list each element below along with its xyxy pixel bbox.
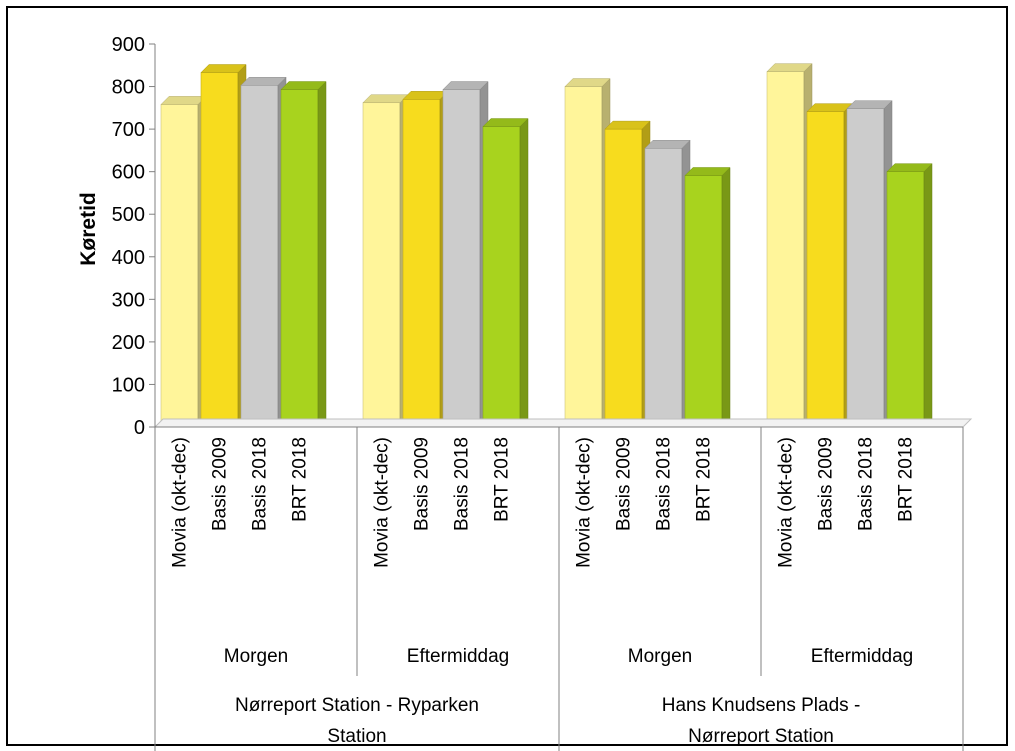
- y-tick-label: 0: [134, 417, 145, 439]
- floor-plane: [153, 418, 973, 428]
- bar-top: [280, 81, 327, 90]
- period-label: Morgen: [628, 646, 692, 667]
- y-tick-label: 800: [112, 77, 145, 99]
- bar-front: [442, 89, 481, 428]
- bar-front: [240, 84, 279, 428]
- category-label: Basis 2018: [452, 437, 473, 531]
- category-label: Movia (okt-dec): [170, 437, 191, 568]
- category-label: Basis 2018: [654, 437, 675, 531]
- bar-front: [766, 71, 805, 428]
- y-tick-label: 200: [112, 332, 145, 354]
- bar: [806, 103, 853, 428]
- y-axis-label: Køretid: [77, 192, 100, 266]
- bars: [160, 63, 933, 428]
- y-tick-label: 400: [112, 247, 145, 269]
- bar: [482, 117, 529, 428]
- bar: [240, 76, 287, 428]
- bar: [362, 94, 409, 428]
- category-label: Movia (okt-dec): [372, 437, 393, 568]
- period-label: Eftermiddag: [407, 646, 509, 667]
- category-label: Basis 2018: [856, 437, 877, 531]
- bar-top: [200, 64, 247, 73]
- bar-side: [317, 80, 327, 428]
- y-tick-label: 900: [112, 34, 145, 56]
- bar-top: [806, 103, 853, 112]
- bar-front: [644, 147, 683, 428]
- bar: [564, 77, 611, 428]
- bar-side: [923, 163, 933, 428]
- category-label: Basis 2009: [614, 437, 635, 531]
- category-label: Movia (okt-dec): [776, 437, 797, 568]
- route-label: Station: [327, 726, 386, 747]
- bar-front: [604, 128, 643, 428]
- y-tick-label: 600: [112, 162, 145, 184]
- bar: [402, 90, 449, 428]
- bar-top: [846, 100, 893, 109]
- bar-top: [160, 96, 207, 105]
- period-label: Eftermiddag: [811, 646, 913, 667]
- bar: [684, 166, 731, 428]
- bar-top: [482, 118, 529, 127]
- bar-front: [362, 102, 401, 428]
- bar-top: [240, 77, 287, 86]
- y-tick-label: 100: [112, 374, 145, 396]
- bar-front: [564, 86, 603, 428]
- bar-top: [362, 94, 409, 103]
- bar: [766, 63, 813, 428]
- bar-front: [846, 108, 885, 428]
- bar-front: [280, 89, 319, 428]
- bar: [886, 163, 933, 428]
- bar-front: [806, 111, 845, 428]
- bar-top: [564, 78, 611, 87]
- category-label: Basis 2018: [250, 437, 271, 531]
- category-label: Basis 2009: [210, 437, 231, 531]
- bar-top: [402, 91, 449, 100]
- bar: [200, 63, 247, 428]
- bar-side: [519, 117, 529, 428]
- bar-front: [160, 104, 199, 428]
- bar-front: [886, 171, 925, 428]
- bar-top: [604, 120, 651, 130]
- category-label: BRT 2018: [896, 437, 917, 522]
- category-label: BRT 2018: [694, 437, 715, 522]
- bar-top: [684, 167, 731, 176]
- bar-front: [200, 72, 239, 428]
- category-label: Movia (okt-dec): [574, 437, 595, 568]
- route-label: Nørreport Station: [688, 726, 834, 747]
- route-label: Hans Knudsens Plads -: [662, 695, 861, 716]
- bar-front: [402, 99, 441, 428]
- bar: [604, 120, 651, 428]
- category-label: BRT 2018: [290, 437, 311, 522]
- bar: [644, 139, 691, 428]
- bar-top: [442, 81, 489, 90]
- y-tick-label: 700: [112, 119, 145, 141]
- category-label: BRT 2018: [492, 437, 513, 522]
- bar: [846, 100, 893, 428]
- bar-front: [482, 126, 521, 428]
- period-label: Morgen: [224, 646, 288, 667]
- bar-top: [644, 140, 691, 149]
- labels: 0 100 200 300 400 500 600 700 800 900 Movia (okt-d…: [112, 34, 917, 747]
- bar-side: [721, 166, 731, 428]
- y-tick-label: 500: [112, 204, 145, 226]
- bar: [160, 95, 207, 428]
- category-label: Basis 2009: [412, 437, 433, 531]
- axes: [149, 43, 973, 751]
- bar: [280, 80, 327, 428]
- category-label: Basis 2009: [816, 437, 837, 531]
- y-tick-label: 300: [112, 289, 145, 311]
- bar-top: [766, 63, 813, 72]
- bar-front: [684, 175, 723, 428]
- bar: [442, 80, 489, 428]
- bar-top: [886, 163, 933, 172]
- route-label: Nørreport Station - Ryparken: [235, 695, 479, 716]
